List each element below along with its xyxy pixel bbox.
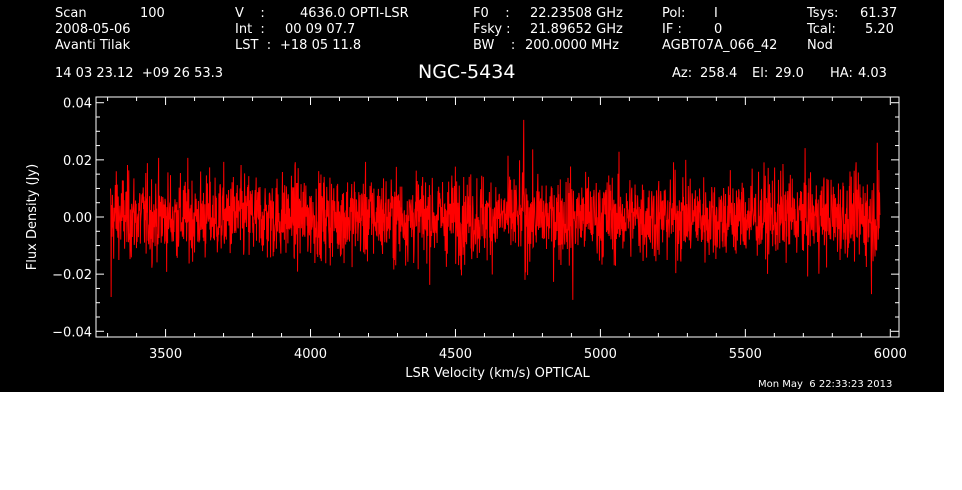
obs-mode: Nod xyxy=(807,38,833,53)
pol-value: I xyxy=(714,6,718,21)
tsys-label: Tsys: xyxy=(807,6,839,21)
y-tick-label: 0.02 xyxy=(63,154,92,169)
plot-panel: Scan 100 2008-05-06 Avanti Tilak V : 463… xyxy=(0,0,944,392)
spectrum-trace-line xyxy=(109,119,881,300)
bw-label: BW : xyxy=(473,38,516,53)
y-tick-label: −0.04 xyxy=(52,325,92,340)
timestamp: Mon May 6 22:33:23 2013 xyxy=(758,379,893,390)
y-axis-ticks: −0.04 −0.02 0.00 0.02 0.04 xyxy=(52,97,899,340)
pol-label: Pol: xyxy=(662,6,686,21)
int-value: 00 09 07.7 xyxy=(285,22,356,37)
x-tick-label: 3500 xyxy=(149,347,182,362)
el-value: 29.0 xyxy=(775,66,804,81)
tcal-value: 5.20 xyxy=(865,22,894,37)
x-tick-label: 4000 xyxy=(294,347,327,362)
bw-value: 200.0000 MHz xyxy=(525,38,619,53)
if-label: IF : xyxy=(662,22,682,37)
az-value: 258.4 xyxy=(700,66,738,81)
observer-name: Avanti Tilak xyxy=(55,38,131,53)
lst-value: +18 05 11.8 xyxy=(280,38,362,53)
if-value: 0 xyxy=(714,22,723,37)
f0-value: 22.23508 GHz xyxy=(530,6,623,21)
y-axis-label: Flux Density (Jy) xyxy=(25,164,40,270)
tsys-value: 61.37 xyxy=(860,6,898,21)
el-label: El: xyxy=(752,66,769,81)
spectrum-chart: 3500 4000 4500 5000 5500 6000 −0.04 −0.02 0.00 0… xyxy=(25,96,907,381)
f0-label: F0 : xyxy=(473,6,510,21)
spectrum-trace-group xyxy=(109,119,881,300)
ha-value: 4.03 xyxy=(858,66,887,81)
x-axis-label: LSR Velocity (km/s) OPTICAL xyxy=(405,366,590,381)
y-tick-label: 0.00 xyxy=(63,211,92,226)
x-tick-label: 4500 xyxy=(439,347,472,362)
tcal-label: Tcal: xyxy=(807,22,836,37)
velocity-label: V : xyxy=(235,6,265,21)
x-tick-label: 6000 xyxy=(874,347,907,362)
x-axis-ticks: 3500 4000 4500 5000 5500 6000 xyxy=(107,97,907,362)
fsky-label: Fsky : xyxy=(473,22,511,37)
scan-value: 100 xyxy=(140,6,165,21)
project-id: AGBT07A_066_42 xyxy=(662,38,778,53)
lst-label: LST : xyxy=(235,38,272,53)
y-tick-label: −0.02 xyxy=(52,268,92,283)
obs-date: 2008-05-06 xyxy=(55,22,131,37)
source-coords: 14 03 23.12 +09 26 53.3 xyxy=(55,66,224,81)
y-tick-label: 0.04 xyxy=(63,97,92,112)
az-label: Az: xyxy=(672,66,693,81)
x-tick-label: 5500 xyxy=(729,347,762,362)
x-tick-label: 5000 xyxy=(584,347,617,362)
source-name: NGC-5434 xyxy=(418,61,516,83)
ha-label: HA: xyxy=(830,66,853,81)
scan-label: Scan xyxy=(55,6,87,21)
velocity-value: 4636.0 OPTI-LSR xyxy=(300,6,409,21)
int-label: Int : xyxy=(235,22,265,37)
fsky-value: 21.89652 GHz xyxy=(530,22,623,37)
